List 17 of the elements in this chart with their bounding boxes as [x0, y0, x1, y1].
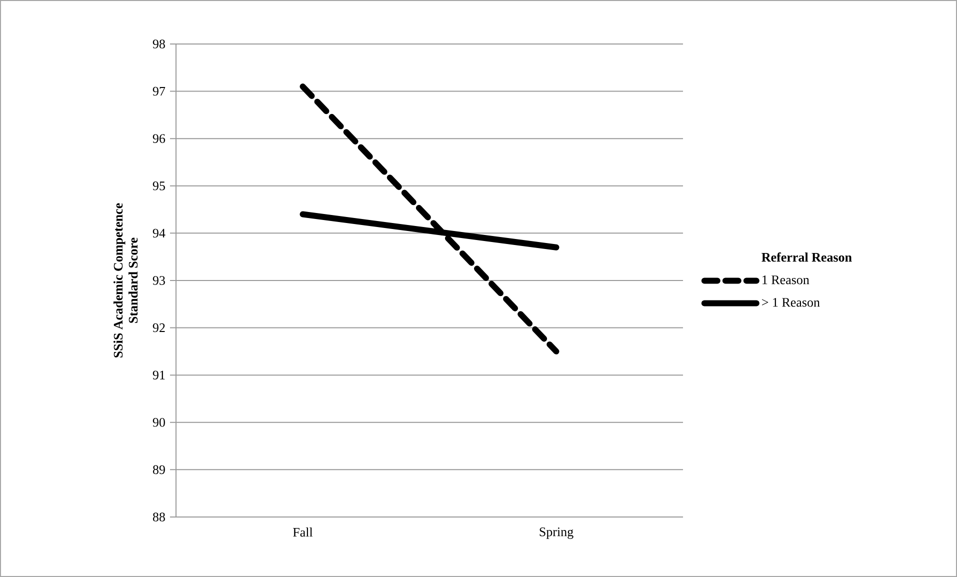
legend-label: 1 Reason [762, 276, 810, 284]
y-tick-label: 95 [152, 182, 165, 190]
x-tick-label: Spring [540, 528, 574, 539]
y-tick-label: 88 [152, 512, 165, 522]
y-tick-label: 94 [152, 228, 166, 238]
x-tick-label: Fall [293, 528, 313, 537]
y-tick-label: 98 [152, 40, 165, 48]
y-axis-title: SSiS Academic Competence Standard Score [113, 203, 138, 358]
y-tick-label: 96 [152, 134, 166, 143]
y-tick-label: 92 [152, 323, 165, 332]
y-tick-label: 91 [152, 370, 165, 380]
y-tick-label: 89 [152, 465, 165, 474]
y-tick-label: 97 [152, 86, 166, 96]
legend-label: > 1 Reason [762, 298, 820, 307]
y-tick-label: 90 [152, 418, 165, 427]
legend-title: Referral Reason [762, 252, 852, 262]
y-tick-label: 93 [152, 276, 165, 285]
